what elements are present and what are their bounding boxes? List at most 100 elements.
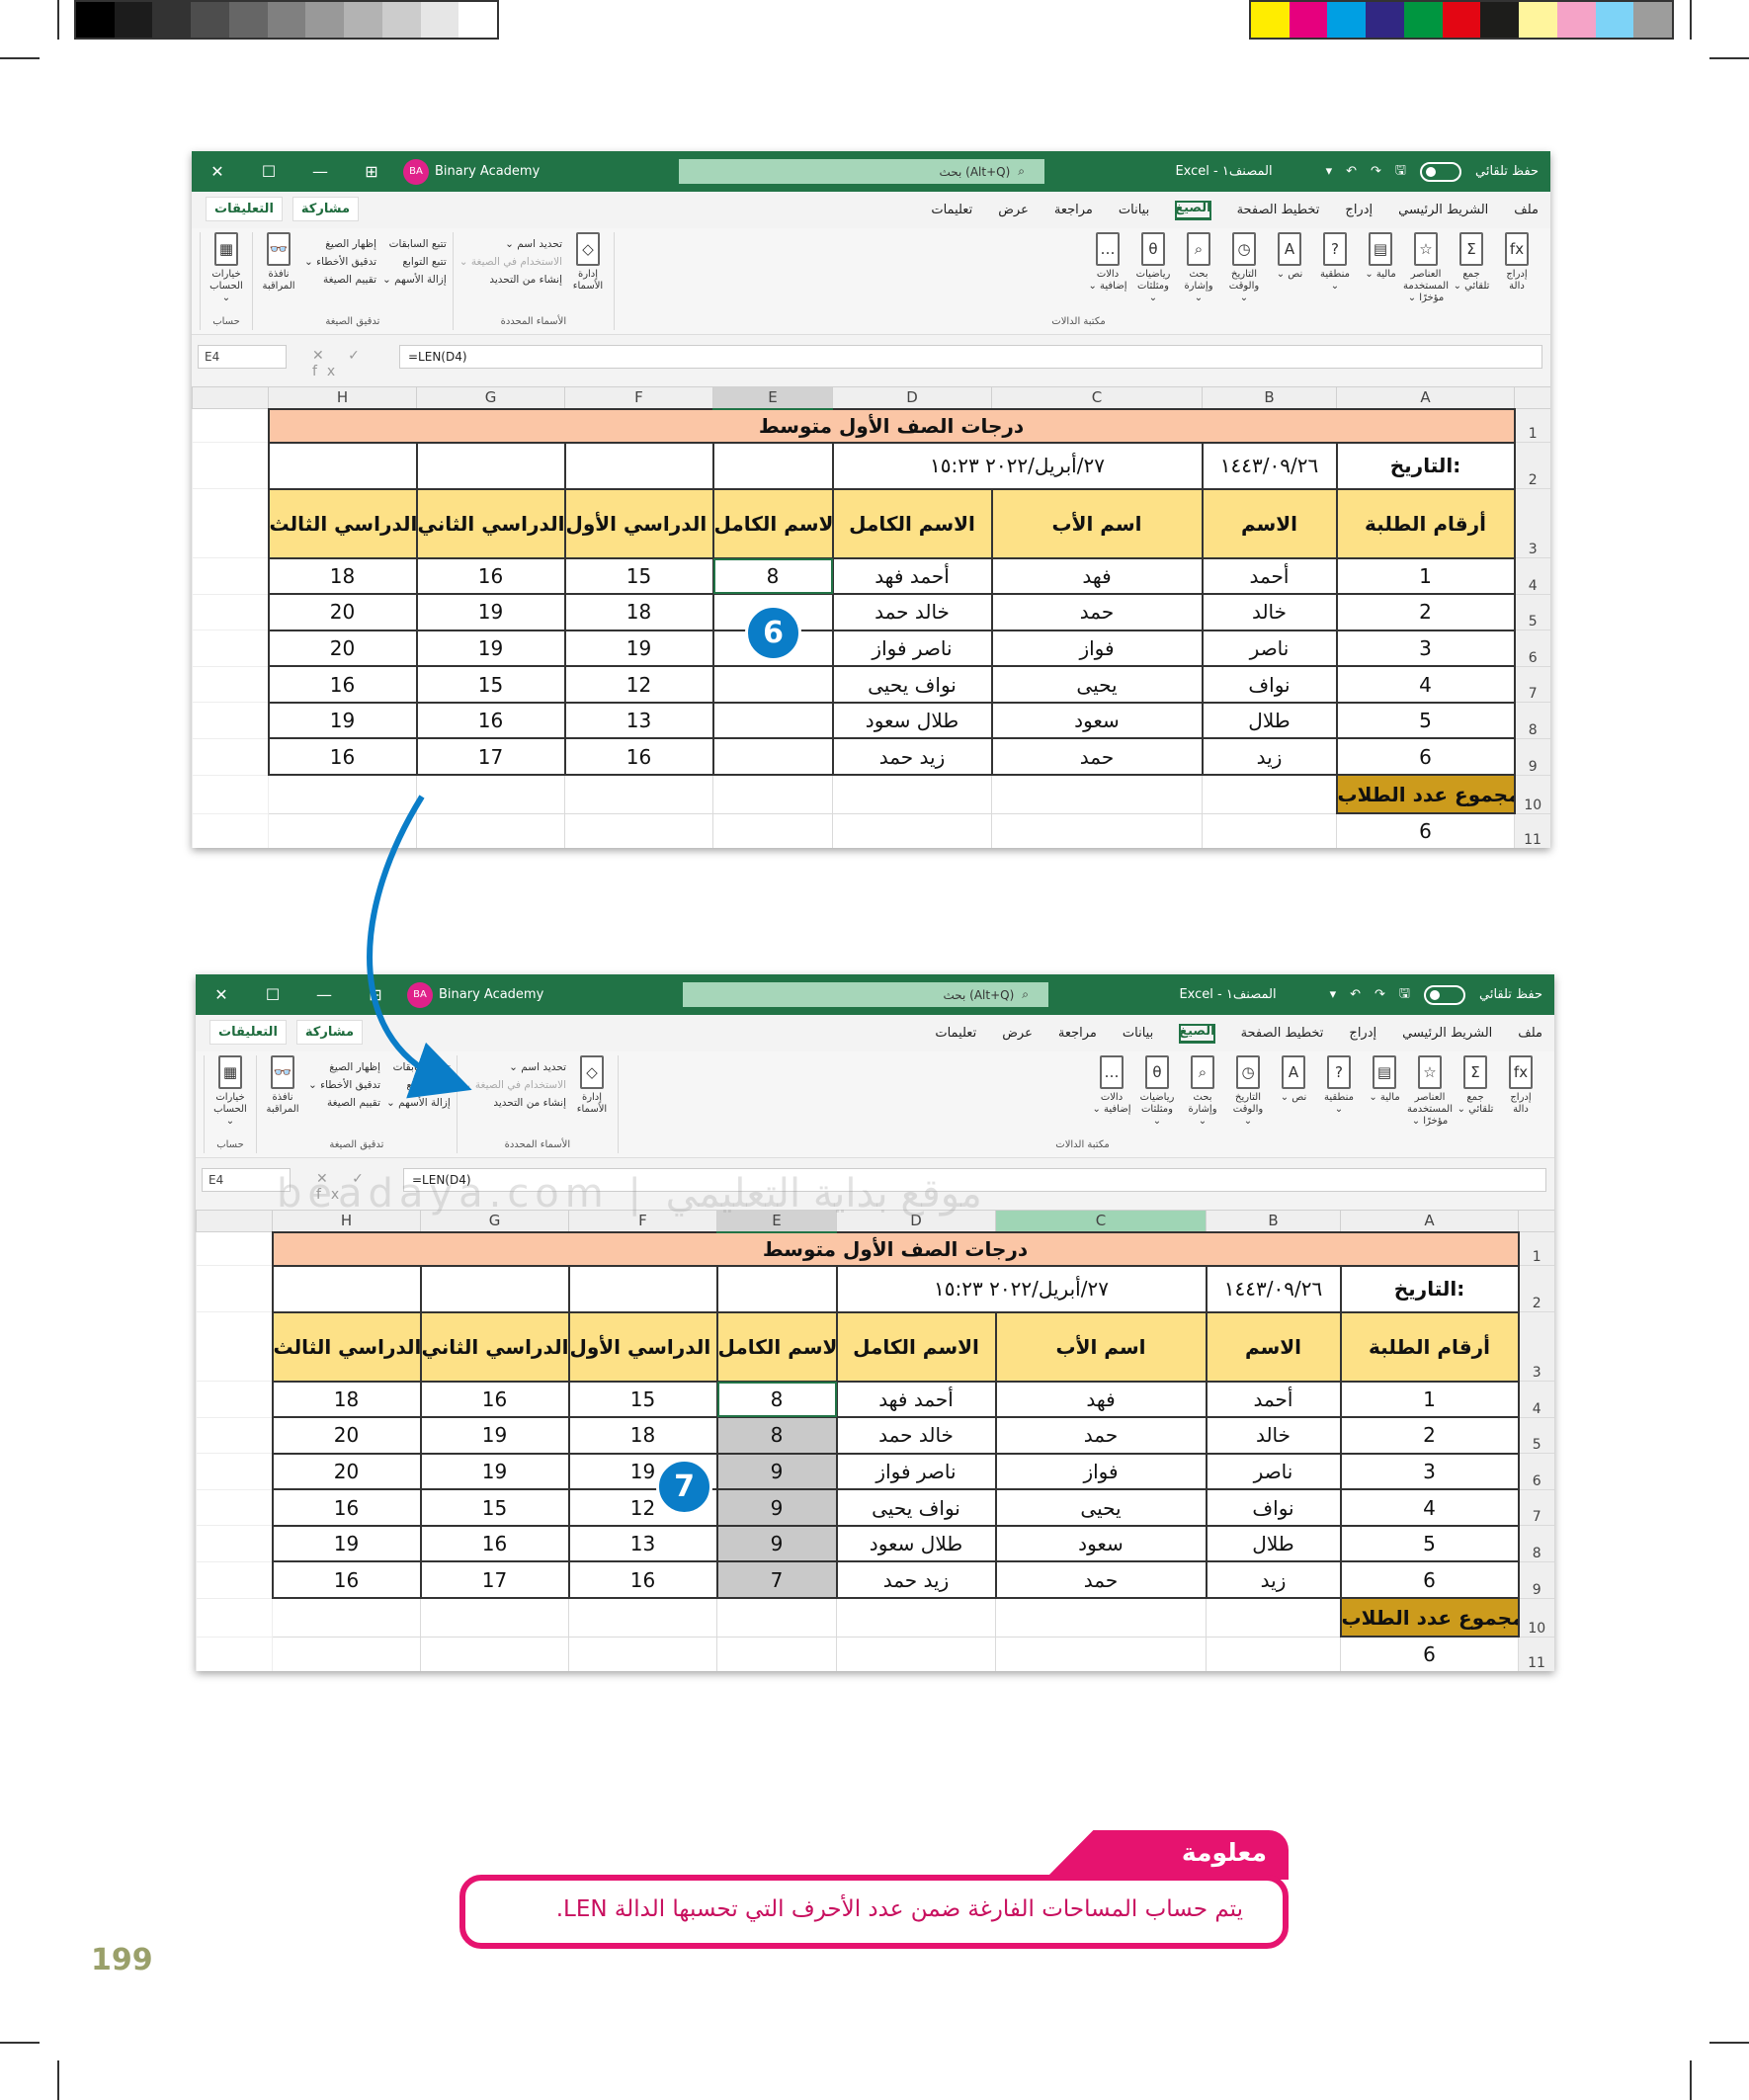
- grade-2[interactable]: 17: [419, 1560, 570, 1600]
- cell[interactable]: [836, 1636, 996, 1671]
- grade-1[interactable]: 16: [567, 1560, 718, 1600]
- first-name[interactable]: طلال: [1201, 701, 1338, 740]
- function-button[interactable]: … دالات إضافية ⌄: [1088, 232, 1127, 316]
- auditing-item[interactable]: تدقيق الأخطاء ⌄: [308, 1079, 380, 1091]
- first-name[interactable]: زيد: [1205, 1560, 1342, 1600]
- auditing-item[interactable]: تدقيق الأخطاء ⌄: [304, 256, 376, 268]
- restore-button[interactable]: ☐: [265, 985, 281, 1004]
- save-icon[interactable]: 🖫: [1398, 985, 1410, 1001]
- customize-icon[interactable]: ▾: [1329, 987, 1337, 1002]
- cell[interactable]: [272, 1636, 421, 1671]
- name-length[interactable]: 8: [711, 556, 834, 596]
- full-name[interactable]: طلال سعود: [831, 701, 993, 740]
- restore-button[interactable]: ☐: [261, 162, 277, 181]
- header-F[interactable]: درجات الفصل الدراسي الأول: [563, 487, 714, 559]
- column-header-D[interactable]: D: [832, 386, 992, 409]
- defined-names-item[interactable]: الاستخدام في الصيغة ⌄: [462, 1079, 566, 1091]
- comments-button[interactable]: التعليقات: [206, 197, 283, 221]
- grade-2[interactable]: 16: [419, 1524, 570, 1563]
- full-name[interactable]: خالد حمد: [831, 593, 993, 631]
- defined-names-item[interactable]: إنشاء من التحديد: [489, 274, 562, 286]
- cell[interactable]: [568, 1636, 717, 1671]
- cell[interactable]: [419, 1264, 570, 1313]
- header-A[interactable]: أرقام الطلبة: [1339, 1310, 1520, 1383]
- header-A[interactable]: أرقام الطلبة: [1335, 487, 1516, 559]
- function-button[interactable]: Σ جمع تلقائي ⌄: [1452, 232, 1491, 316]
- full-name[interactable]: زيد حمد: [835, 1560, 997, 1600]
- first-name[interactable]: ناصر: [1205, 1452, 1342, 1491]
- first-name[interactable]: ناصر: [1201, 629, 1338, 668]
- grade-1[interactable]: 19: [563, 629, 714, 668]
- total-value[interactable]: 6: [1340, 1636, 1519, 1671]
- name-box[interactable]: E4: [198, 345, 287, 369]
- defined-names-item[interactable]: الاستخدام في الصيغة ⌄: [458, 256, 562, 268]
- minimize-button[interactable]: —: [316, 985, 332, 1004]
- row-header[interactable]: 6: [1514, 630, 1550, 667]
- search-box[interactable]: بحث (Alt+Q) ⌕: [683, 982, 1048, 1007]
- name-manager-button[interactable]: ◇ إدارة الأسماء: [572, 1055, 612, 1139]
- search-box[interactable]: بحث (Alt+Q) ⌕: [679, 159, 1044, 184]
- name-length[interactable]: [711, 737, 834, 777]
- cell[interactable]: [568, 1597, 717, 1638]
- grade-3[interactable]: 20: [271, 1416, 422, 1455]
- row-header[interactable]: 7: [1514, 665, 1550, 704]
- autosave-toggle[interactable]: [1424, 984, 1465, 1005]
- student-number[interactable]: 2: [1335, 593, 1516, 631]
- share-button[interactable]: مشاركة: [292, 197, 359, 221]
- function-button[interactable]: θ رياضيات ومثلثات ⌄: [1133, 232, 1173, 316]
- save-icon[interactable]: 🖫: [1394, 162, 1406, 178]
- row-header[interactable]: 1: [1518, 1231, 1554, 1266]
- cell[interactable]: [712, 812, 833, 848]
- tab-6[interactable]: مراجعة: [1057, 1026, 1097, 1041]
- formula-input[interactable]: =LEN(D4): [403, 1168, 1546, 1192]
- formula-buttons[interactable]: ✕ ✓ fx: [316, 1171, 374, 1203]
- header-F[interactable]: درجات الفصل الدراسي الأول: [567, 1310, 718, 1383]
- row-header[interactable]: 3: [1518, 1311, 1554, 1382]
- row-header[interactable]: 8: [1514, 702, 1550, 739]
- total-label[interactable]: مجموع عدد الطلاب: [1339, 1597, 1520, 1638]
- father-name[interactable]: حمد: [990, 593, 1204, 631]
- first-name[interactable]: نواف: [1201, 665, 1338, 704]
- grade-2[interactable]: 16: [415, 701, 566, 740]
- tab-1[interactable]: الشريط الرئيسي: [1402, 1026, 1493, 1041]
- name-length[interactable]: [711, 665, 834, 704]
- grade-3[interactable]: 20: [271, 1452, 422, 1491]
- name-box[interactable]: E4: [202, 1168, 291, 1192]
- header-E[interactable]: عدد أحرف الاسم الكامل: [715, 1310, 838, 1383]
- tab-6[interactable]: مراجعة: [1053, 203, 1093, 217]
- row-header[interactable]: 9: [1514, 737, 1550, 776]
- row-header[interactable]: 4: [1514, 557, 1550, 595]
- close-button[interactable]: ✕: [214, 985, 228, 1004]
- cell[interactable]: [267, 441, 418, 490]
- function-button[interactable]: A نص ⌄: [1274, 1055, 1313, 1139]
- name-length[interactable]: 8: [715, 1416, 838, 1455]
- tab-4[interactable]: الصيغ: [1179, 1023, 1215, 1044]
- column-header-B[interactable]: B: [1202, 386, 1337, 409]
- header-C[interactable]: اسم الأب: [990, 487, 1204, 559]
- avatar[interactable]: BA: [403, 158, 429, 185]
- redo-icon[interactable]: ↷: [1371, 164, 1381, 179]
- row-header[interactable]: 1: [1514, 408, 1550, 443]
- grade-3[interactable]: 18: [271, 1380, 422, 1419]
- father-name[interactable]: فهد: [994, 1380, 1208, 1419]
- sheet-title[interactable]: درجات الصف الأول متوسط: [271, 1230, 1520, 1267]
- full-name[interactable]: ناصر فواز: [835, 1452, 997, 1491]
- grade-3[interactable]: 16: [271, 1560, 422, 1600]
- grade-1[interactable]: 12: [563, 665, 714, 704]
- tab-1[interactable]: الشريط الرئيسي: [1398, 203, 1489, 217]
- column-header-H[interactable]: H: [268, 386, 417, 409]
- grade-2[interactable]: 16: [419, 1380, 570, 1419]
- avatar[interactable]: BA: [407, 981, 433, 1008]
- tab-2[interactable]: إدراج: [1345, 203, 1374, 217]
- header-G[interactable]: درجات الفصل الدراسي الثاني: [419, 1310, 570, 1383]
- gregorian-date[interactable]: ٢٧/أبريل/٢٠٢٢ ١٥:٢٣: [835, 1264, 1208, 1313]
- tab-7[interactable]: عرض: [998, 203, 1029, 217]
- function-button[interactable]: ? منطقية ⌄: [1315, 232, 1355, 316]
- full-name[interactable]: خالد حمد: [835, 1416, 997, 1455]
- auditing-item[interactable]: إزالة الأسهم ⌄: [386, 1097, 451, 1109]
- tab-2[interactable]: إدراج: [1349, 1026, 1377, 1041]
- row-header[interactable]: 10: [1518, 1597, 1554, 1638]
- auditing-item[interactable]: إزالة الأسهم ⌄: [382, 274, 447, 286]
- sheet-title[interactable]: درجات الصف الأول متوسط: [267, 407, 1516, 444]
- grade-1[interactable]: 13: [563, 701, 714, 740]
